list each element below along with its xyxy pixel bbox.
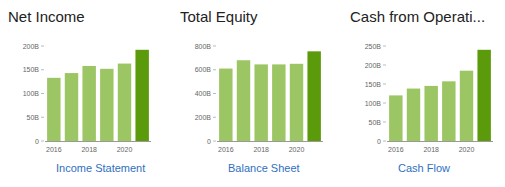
x-axis: [387, 141, 493, 142]
y-tick-label: 800B: [195, 43, 212, 50]
y-tick-label: 0: [35, 138, 39, 145]
y-tick: [383, 84, 386, 85]
bar: [82, 66, 95, 141]
bar: [389, 95, 402, 141]
link[interactable]: Balance Sheet: [228, 162, 300, 174]
bar: [65, 73, 78, 141]
y-tick: [213, 46, 216, 47]
y-tick: [213, 117, 216, 118]
y-tick: [383, 141, 386, 142]
x-tick-label: 2018: [253, 146, 269, 153]
y-tick-label: 100B: [23, 90, 40, 97]
bar: [254, 64, 267, 141]
y-tick: [383, 46, 386, 47]
link[interactable]: Income Statement: [56, 162, 145, 174]
y-tick: [383, 122, 386, 123]
bar: [442, 81, 455, 141]
y-tick: [41, 69, 44, 70]
y-tick: [213, 141, 216, 142]
y-tick: [383, 65, 386, 66]
bars: [389, 50, 491, 141]
bars: [47, 50, 149, 141]
charts: Net Income 0 50B 100B 150B 200B 2016 2018 2020 In…: [0, 0, 505, 187]
y-tick-label: 150B: [365, 81, 382, 88]
chart: Net Income 0 50B 100B 150B 200B 2016 2018 2020 In…: [8, 8, 151, 174]
link[interactable]: Cash Flow: [398, 162, 450, 174]
y-tick: [213, 69, 216, 70]
y-tick: [41, 46, 44, 47]
bar: [307, 51, 320, 141]
y-tick-label: 50B: [27, 114, 40, 121]
bar: [100, 69, 113, 141]
x-tick-label: 2018: [81, 146, 97, 153]
x-axis: [45, 141, 151, 142]
y-tick: [41, 117, 44, 118]
bar: [118, 64, 131, 141]
title: Total Equity: [180, 8, 258, 25]
bar: [219, 69, 232, 141]
y-tick: [41, 93, 44, 94]
x-tick-label: 2016: [46, 146, 62, 153]
bars: [219, 51, 321, 141]
y-tick-label: 150B: [23, 66, 40, 73]
x-tick-label: 2020: [117, 146, 133, 153]
y-tick-label: 600B: [195, 66, 212, 73]
y-tick-label: 250B: [365, 43, 382, 50]
bar: [477, 50, 490, 141]
y-tick-label: 200B: [195, 114, 212, 121]
y-tick-label: 200B: [365, 62, 382, 69]
y-tick: [383, 103, 386, 104]
bar: [47, 78, 60, 141]
y-tick-label: 100B: [365, 100, 382, 107]
y-tick: [41, 141, 44, 142]
y-tick-label: 0: [377, 138, 381, 145]
x-tick-label: 2016: [218, 146, 234, 153]
bar: [237, 60, 250, 141]
y-tick-label: 0: [207, 138, 211, 145]
chart: Total Equity 0 200B 400B 600B 800B 2016 2018 202…: [180, 8, 323, 174]
bar: [290, 64, 303, 141]
title: Cash from Operati...: [350, 8, 485, 25]
chart: Cash from Operati... 0 50B 100B 150B 200B 250B…: [350, 8, 493, 174]
y-tick-label: 400B: [195, 90, 212, 97]
bar: [272, 64, 285, 141]
x-tick-label: 2018: [423, 146, 439, 153]
x-axis: [217, 141, 323, 142]
y-tick-label: 50B: [369, 119, 382, 126]
x-tick-label: 2020: [289, 146, 305, 153]
bar: [424, 86, 437, 141]
x-tick-label: 2020: [459, 146, 475, 153]
y-tick-label: 200B: [23, 43, 40, 50]
x-tick-label: 2016: [388, 146, 404, 153]
title: Net Income: [8, 8, 85, 25]
bar: [407, 89, 420, 141]
bar: [460, 71, 473, 141]
y-tick: [213, 93, 216, 94]
bar: [135, 50, 148, 141]
